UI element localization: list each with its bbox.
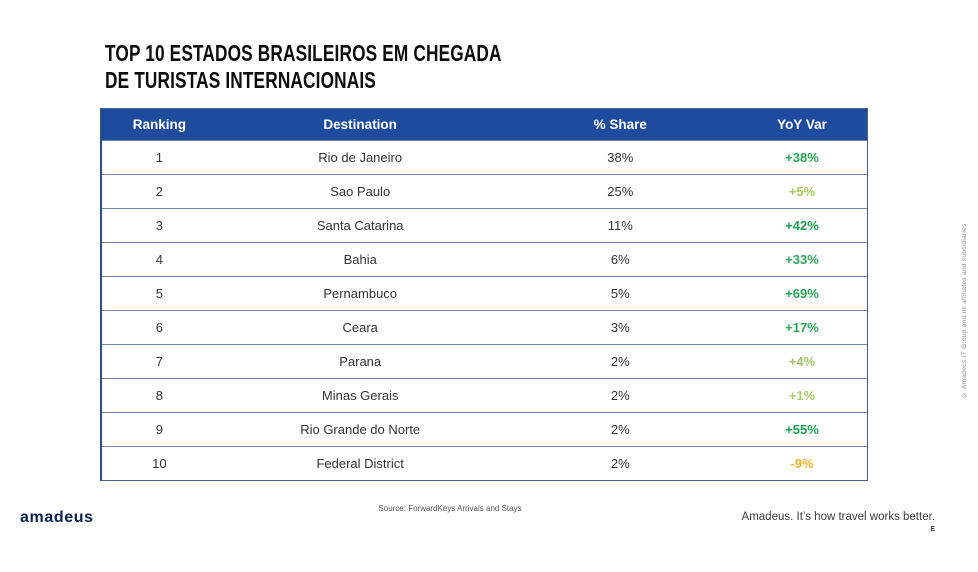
yoy-cell: +38% <box>785 150 819 165</box>
table-row: 3 Santa Catarina 11% +42% <box>102 208 867 242</box>
destination-cell: Rio de Janeiro <box>318 150 403 165</box>
destination-cell: Rio Grande do Norte <box>300 422 421 437</box>
share-cell: 3% <box>610 320 630 335</box>
rank-cell: 1 <box>155 150 163 165</box>
rank-cell: 5 <box>155 286 163 301</box>
yoy-cell: +5% <box>788 184 816 199</box>
table-header-row: Ranking Destination % Share YoY Var <box>102 109 867 140</box>
column-header-yoy: YoY Var <box>777 117 827 132</box>
table-row: 10 Federal District 2% -9% <box>102 446 867 480</box>
share-cell: 5% <box>610 286 630 301</box>
ranking-table: Ranking Destination % Share YoY Var 1 Ri… <box>100 108 868 481</box>
destination-cell: Ceara <box>342 320 378 335</box>
share-cell: 2% <box>610 388 630 403</box>
rank-cell: 10 <box>152 456 167 471</box>
destination-cell: Bahia <box>343 252 377 267</box>
share-cell: 11% <box>607 218 633 233</box>
table-row: 9 Rio Grande do Norte 2% +55% <box>102 412 867 446</box>
source-note: Source: ForwardKeys Arrivals and Stays <box>378 504 522 513</box>
column-header-ranking: Ranking <box>132 117 186 132</box>
footer-tagline: Amadeus. It’s how travel works better. <box>741 511 935 523</box>
destination-cell: Pernambuco <box>323 286 398 301</box>
rank-cell: 9 <box>155 422 163 437</box>
rank-cell: 7 <box>155 354 163 369</box>
table-row: 6 Ceara 3% +17% <box>102 310 867 344</box>
table-body: 1 Rio de Janeiro 38% +38% 2 Sao Paulo 25… <box>102 140 867 480</box>
yoy-cell: +1% <box>788 388 816 403</box>
rank-cell: 6 <box>155 320 163 335</box>
table-row: 5 Pernambuco 5% +69% <box>102 276 867 310</box>
yoy-cell: +17% <box>785 320 819 335</box>
table-row: 2 Sao Paulo 25% +5% <box>102 174 867 208</box>
page-mark: E <box>930 526 935 533</box>
table-row: 8 Minas Gerais 2% +1% <box>102 378 867 412</box>
rank-cell: 3 <box>155 218 163 233</box>
destination-cell: Sao Paulo <box>330 184 391 199</box>
rank-cell: 4 <box>155 252 163 267</box>
share-cell: 38% <box>607 150 634 165</box>
page-title-line1: TOP 10 ESTADOS BRASILEIROS EM CHEGADA <box>105 40 502 66</box>
yoy-cell: +42% <box>785 218 819 233</box>
destination-cell: Santa Catarina <box>316 218 404 233</box>
amadeus-logo: amadeus <box>20 509 94 526</box>
destination-cell: Federal District <box>316 456 404 471</box>
share-cell: 6% <box>610 252 630 267</box>
share-cell: 2% <box>610 354 630 369</box>
rank-cell: 8 <box>155 388 163 403</box>
table-row: 4 Bahia 6% +33% <box>102 242 867 276</box>
table-row: 7 Parana 2% +4% <box>102 344 867 378</box>
column-header-destination: Destination <box>323 117 397 132</box>
yoy-cell: -9% <box>790 456 814 471</box>
share-cell: 2% <box>610 422 630 437</box>
page-title-line2: DE TURISTAS INTERNACIONAIS <box>105 67 376 93</box>
yoy-cell: +4% <box>788 354 816 369</box>
share-cell: 2% <box>610 456 630 471</box>
copyright-vertical-text: © Amadeus IT Group and its affiliates an… <box>961 223 968 398</box>
column-header-share: % Share <box>593 117 647 132</box>
yoy-cell: +33% <box>785 252 819 267</box>
rank-cell: 2 <box>155 184 163 199</box>
destination-cell: Parana <box>339 354 382 369</box>
yoy-cell: +69% <box>785 286 819 301</box>
page-title: TOP 10 ESTADOS BRASILEIROS EM CHEGADA DE… <box>105 40 502 94</box>
yoy-cell: +55% <box>785 422 819 437</box>
destination-cell: Minas Gerais <box>321 388 399 403</box>
share-cell: 25% <box>607 184 634 199</box>
table-row: 1 Rio de Janeiro 38% +38% <box>102 140 867 174</box>
